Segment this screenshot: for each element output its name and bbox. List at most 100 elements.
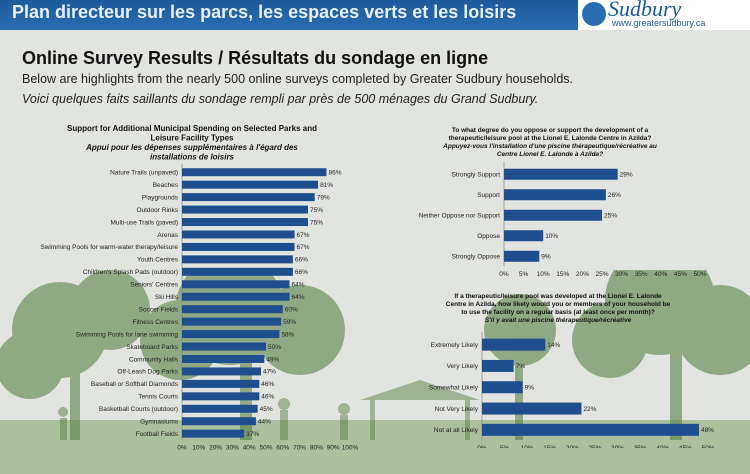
chart-bar: [504, 168, 618, 180]
bar-value-label: 14%: [547, 342, 560, 349]
category-label: Nature Trails (unpaved): [110, 170, 178, 177]
chart-bar: [182, 267, 293, 276]
chart-subtitle-line: Centre Lionel E. Lalonde à Azilda?: [497, 151, 603, 158]
bar-value-label: 81%: [320, 182, 333, 189]
category-label: Support: [477, 192, 500, 199]
bar-value-label: 58%: [281, 331, 294, 338]
category-label: Tennis Courts: [138, 394, 178, 401]
intro-english: Below are highlights from the nearly 500…: [22, 72, 574, 86]
bar-value-label: 45%: [260, 406, 273, 413]
chart-bar: [482, 338, 546, 351]
bar-value-label: 25%: [604, 213, 617, 220]
axis-tick-label: 70%: [293, 444, 306, 451]
banner-title: Plan directeur sur les parcs, les espace…: [12, 2, 517, 22]
axis-tick-label: 25%: [595, 271, 608, 278]
bar-value-label: 79%: [317, 194, 330, 201]
chart-bar: [182, 342, 266, 351]
banner: Plan directeur sur les parcs, les espace…: [0, 0, 750, 30]
category-label: Basketball Courts (outdoor): [99, 406, 178, 413]
axis-tick-label: 35%: [635, 271, 648, 278]
axis-tick-label: 40%: [656, 445, 669, 448]
pool-support-chart: To what degree do you oppose or support …: [419, 127, 707, 278]
category-label: Baseball or Softball Diamonds: [91, 381, 179, 388]
chart-bar: [182, 168, 327, 177]
city-logo-icon: [582, 2, 606, 26]
bar-value-label: 64%: [292, 282, 305, 289]
category-label: Arenas: [157, 232, 178, 239]
chart-bar: [182, 429, 245, 438]
logo-name: Sudbury: [608, 0, 682, 21]
chart-bar: [504, 209, 602, 221]
axis-tick-label: 30%: [611, 445, 624, 448]
category-label: Swimming Pools for warm-water therapy/le…: [40, 244, 178, 251]
bar-value-label: 75%: [310, 219, 323, 226]
category-label: Somewhat Likely: [429, 385, 479, 392]
category-label: Not Very Likely: [435, 406, 479, 413]
axis-tick-label: 0%: [177, 444, 187, 451]
category-label: Youth Centres: [137, 257, 179, 264]
chart-bar: [182, 180, 319, 189]
axis-tick-label: 100%: [342, 444, 359, 451]
chart-bar: [482, 402, 582, 415]
chart-bar: [182, 354, 265, 363]
chart-title-line: to use the facility on a regular basis (…: [461, 309, 655, 316]
category-label: Neither Oppose nor Support: [419, 213, 500, 220]
axis-tick-label: 20%: [576, 271, 589, 278]
category-label: Extremely Likely: [431, 342, 479, 349]
bar-value-label: 26%: [608, 192, 621, 199]
chart-subtitle-line: Appuyez-vous l'installation d'une piscin…: [442, 143, 657, 150]
chart-bar: [182, 417, 256, 426]
category-label: Off-Leash Dog Parks: [117, 369, 178, 376]
category-label: Skateboard Parks: [126, 344, 178, 351]
category-label: Oppose: [477, 233, 500, 240]
bar-value-label: 9%: [525, 385, 535, 392]
city-logo: Sudbury www.greatersudbury.ca: [578, 0, 750, 30]
axis-tick-label: 50%: [259, 444, 272, 451]
bar-value-label: 29%: [620, 172, 633, 179]
chart-subtitle-line: S'il y avait une piscine thérapeutique/r…: [485, 317, 632, 324]
category-label: Strongly Oppose: [452, 254, 501, 261]
axis-tick-label: 50%: [701, 445, 714, 448]
intro-french: Voici quelques faits saillants du sondag…: [22, 92, 539, 106]
spending-support-chart: Support for Additional Municipal Spendin…: [40, 124, 359, 451]
axis-tick-label: 20%: [209, 444, 222, 451]
axis-tick-label: 0%: [499, 271, 509, 278]
bar-value-label: 48%: [701, 427, 714, 434]
bar-value-label: 7%: [516, 363, 526, 370]
bar-value-label: 86%: [328, 170, 341, 177]
bar-value-label: 44%: [258, 419, 271, 426]
axis-tick-label: 45%: [674, 271, 687, 278]
category-label: Fitness Centres: [132, 319, 178, 326]
bar-value-label: 64%: [292, 294, 305, 301]
axis-tick-label: 35%: [634, 445, 647, 448]
axis-tick-label: 25%: [588, 445, 601, 448]
chart-bar: [504, 230, 544, 242]
page-title: Online Survey Results / Résultats du son…: [22, 48, 489, 68]
logo-url: www.greatersudbury.ca: [612, 18, 706, 28]
bar-value-label: 10%: [545, 233, 558, 240]
bar-value-label: 59%: [283, 319, 296, 326]
category-label: Community Halls: [129, 356, 179, 363]
chart-bar: [182, 367, 261, 376]
category-label: Soccer Fields: [139, 306, 179, 313]
bar-value-label: 49%: [266, 356, 279, 363]
category-label: Swimming Pools for lane swimming: [76, 331, 179, 338]
category-label: Multi-use Trails (paved): [110, 219, 178, 226]
bar-value-label: 37%: [246, 431, 259, 438]
chart-title-line: If a therapeutic/leisure pool was develo…: [454, 293, 662, 300]
chart-bar: [482, 359, 514, 372]
chart-bar: [182, 292, 290, 301]
bar-value-label: 47%: [263, 369, 276, 376]
category-label: Seniors' Centres: [130, 282, 179, 289]
axis-tick-label: 40%: [243, 444, 256, 451]
category-label: Gymnasiums: [140, 419, 179, 426]
axis-tick-label: 60%: [276, 444, 289, 451]
chart-title-line: therapeutic/leisure pool at the Lionel E…: [449, 135, 652, 142]
chart-bar: [482, 381, 523, 394]
axis-tick-label: 30%: [226, 444, 239, 451]
axis-tick-label: 50%: [693, 271, 706, 278]
axis-tick-label: 10%: [537, 271, 550, 278]
chart-bar: [182, 193, 315, 202]
category-label: Outdoor Rinks: [136, 207, 178, 214]
chart-bar: [504, 189, 606, 201]
